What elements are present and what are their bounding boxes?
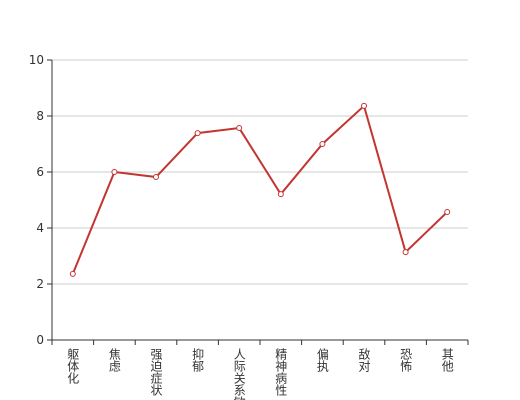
y-tick-label: 4: [36, 221, 44, 235]
point: [153, 174, 159, 181]
point: [319, 141, 326, 147]
x-tick-label: 焦虑: [107, 348, 121, 372]
x-tick-label: 人际关系敏感: [232, 348, 246, 400]
point: [194, 130, 201, 137]
x-tick-label: 抑郁: [191, 347, 205, 373]
point: [361, 102, 367, 109]
x-tick-label: 其他: [440, 348, 454, 372]
point: [111, 169, 118, 175]
point: [402, 249, 409, 256]
point: [277, 191, 284, 198]
point: [69, 270, 76, 277]
y-tick-label: 10: [29, 53, 44, 67]
x-tick-label: 精神病性: [274, 348, 288, 397]
y-tick-label: 0: [36, 333, 44, 347]
x-tick-label: 强迫症状: [149, 348, 163, 396]
y-tick-label: 8: [36, 109, 44, 123]
line: [71, 104, 448, 275]
x-tick-label: 敌对: [357, 347, 371, 372]
point: [236, 125, 243, 132]
x-tick-label: 偏执: [315, 347, 329, 373]
y-tick-label: 2: [36, 277, 44, 291]
x-tick-label: 恐怖: [399, 348, 413, 372]
point: [444, 209, 451, 216]
y-tick-label: 6: [36, 165, 44, 179]
x-tick-label: 躯体化: [66, 347, 80, 385]
